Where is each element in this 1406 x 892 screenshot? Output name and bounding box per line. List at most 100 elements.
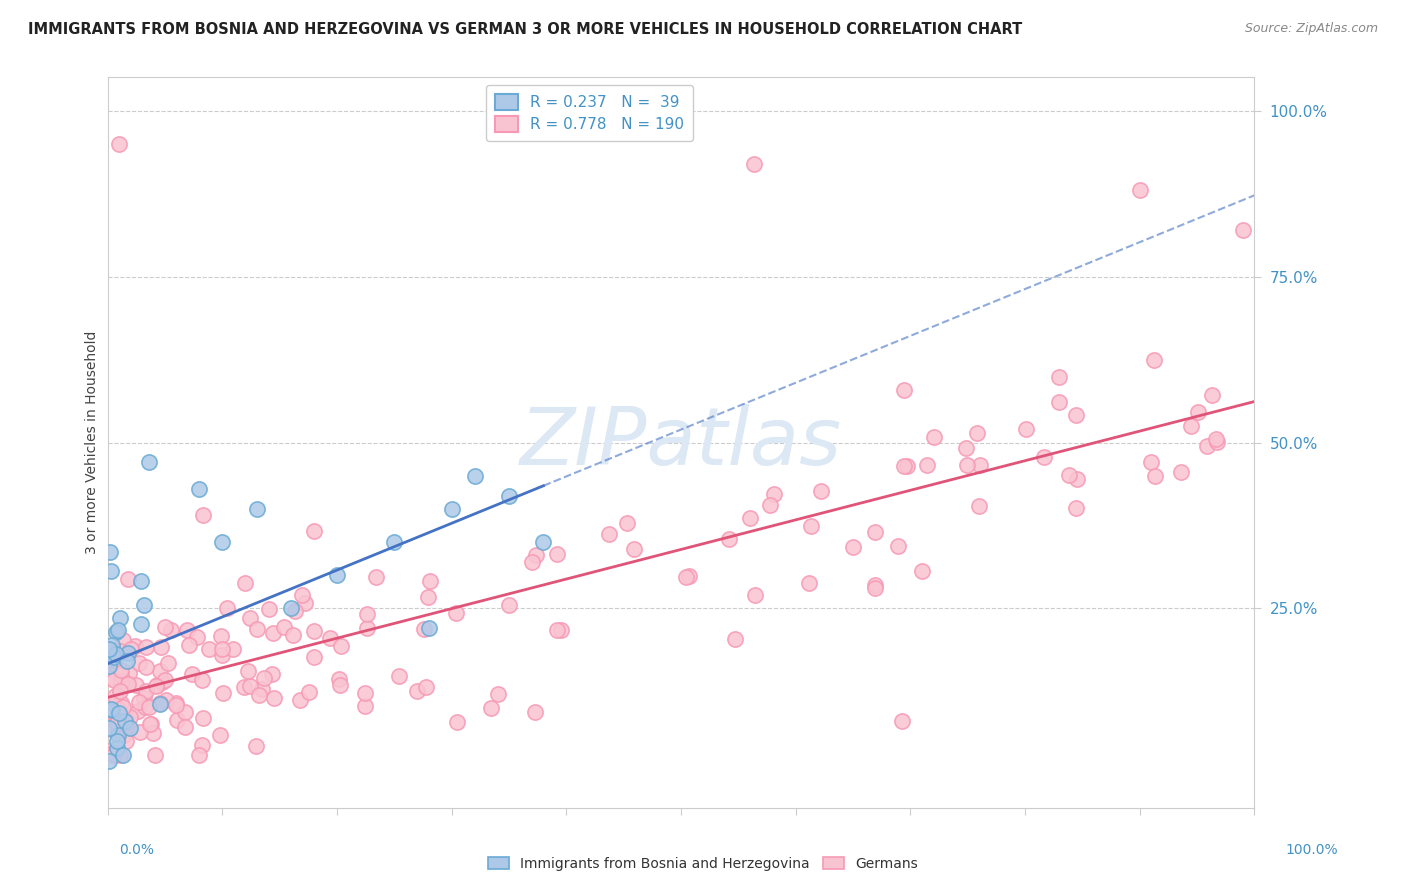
Point xyxy=(98,545,121,559)
Point xyxy=(446,714,468,729)
Point xyxy=(139,717,162,731)
Point xyxy=(353,698,375,713)
Text: ZIPatlas: ZIPatlas xyxy=(520,403,842,482)
Point xyxy=(134,598,156,612)
Point xyxy=(135,660,157,674)
Text: 100.0%: 100.0% xyxy=(1286,843,1339,857)
Point xyxy=(1205,432,1227,446)
Point xyxy=(498,489,520,503)
Point xyxy=(810,484,832,499)
Point xyxy=(104,651,127,665)
Point xyxy=(191,508,214,522)
Point xyxy=(211,535,233,549)
Point xyxy=(302,650,325,665)
Point xyxy=(107,728,129,742)
Point xyxy=(157,657,180,671)
Point xyxy=(382,535,405,549)
Point xyxy=(101,705,124,719)
Point xyxy=(893,383,915,397)
Point xyxy=(124,639,146,653)
Text: IMMIGRANTS FROM BOSNIA AND HERZEGOVINA VS GERMAN 3 OR MORE VEHICLES IN HOUSEHOLD: IMMIGRANTS FROM BOSNIA AND HERZEGOVINA V… xyxy=(28,22,1022,37)
Point xyxy=(249,688,271,702)
Point xyxy=(104,647,127,661)
Point xyxy=(112,728,135,742)
Point xyxy=(842,540,865,554)
Point xyxy=(155,693,177,707)
Point xyxy=(135,684,157,698)
Point xyxy=(128,656,150,670)
Point xyxy=(110,696,132,710)
Point xyxy=(129,616,152,631)
Point xyxy=(149,697,172,711)
Point xyxy=(97,706,120,721)
Point xyxy=(330,639,353,653)
Point xyxy=(742,157,765,171)
Point xyxy=(759,499,782,513)
Point xyxy=(101,746,124,760)
Point xyxy=(97,653,120,667)
Point xyxy=(125,678,148,692)
Point xyxy=(138,455,160,469)
Point xyxy=(415,680,437,694)
Point xyxy=(110,611,132,625)
Point xyxy=(165,696,187,710)
Y-axis label: 3 or more Vehicles in Household: 3 or more Vehicles in Household xyxy=(86,331,100,554)
Point xyxy=(211,686,233,700)
Point xyxy=(165,698,187,712)
Point xyxy=(118,709,141,723)
Point xyxy=(100,702,122,716)
Point xyxy=(967,499,990,513)
Point xyxy=(356,607,378,621)
Point xyxy=(546,548,568,562)
Point xyxy=(955,441,977,455)
Point xyxy=(291,588,314,602)
Point xyxy=(262,626,284,640)
Point xyxy=(191,738,214,752)
Point xyxy=(1197,439,1219,453)
Point xyxy=(1201,388,1223,402)
Point xyxy=(520,555,543,569)
Point xyxy=(191,711,214,725)
Point xyxy=(101,638,124,652)
Point xyxy=(724,632,747,647)
Point xyxy=(114,733,136,747)
Point xyxy=(922,430,945,444)
Point xyxy=(717,532,740,546)
Point xyxy=(550,623,572,637)
Point xyxy=(111,633,134,648)
Point xyxy=(302,624,325,639)
Point xyxy=(127,704,149,718)
Point xyxy=(118,721,141,735)
Point xyxy=(159,624,181,638)
Point xyxy=(319,631,342,645)
Point xyxy=(100,698,122,713)
Legend: R = 0.237   N =  39, R = 0.778   N = 190: R = 0.237 N = 39, R = 0.778 N = 190 xyxy=(485,85,693,142)
Point xyxy=(97,641,120,656)
Point xyxy=(891,714,914,729)
Point xyxy=(118,666,141,681)
Point xyxy=(138,699,160,714)
Point xyxy=(103,650,125,665)
Point xyxy=(498,598,520,612)
Point xyxy=(142,726,165,740)
Point xyxy=(105,716,128,731)
Point xyxy=(111,699,134,714)
Point xyxy=(444,607,467,621)
Point xyxy=(419,574,441,588)
Point xyxy=(298,684,321,698)
Point xyxy=(115,714,138,729)
Point xyxy=(128,695,150,709)
Point xyxy=(149,664,172,678)
Point xyxy=(114,714,136,729)
Point xyxy=(222,642,245,657)
Point xyxy=(1140,455,1163,469)
Point xyxy=(800,519,823,533)
Point xyxy=(100,711,122,725)
Point xyxy=(145,678,167,692)
Point xyxy=(110,667,132,681)
Point xyxy=(100,564,122,578)
Point xyxy=(150,674,173,689)
Point xyxy=(176,623,198,637)
Point xyxy=(388,669,411,683)
Point xyxy=(108,717,131,731)
